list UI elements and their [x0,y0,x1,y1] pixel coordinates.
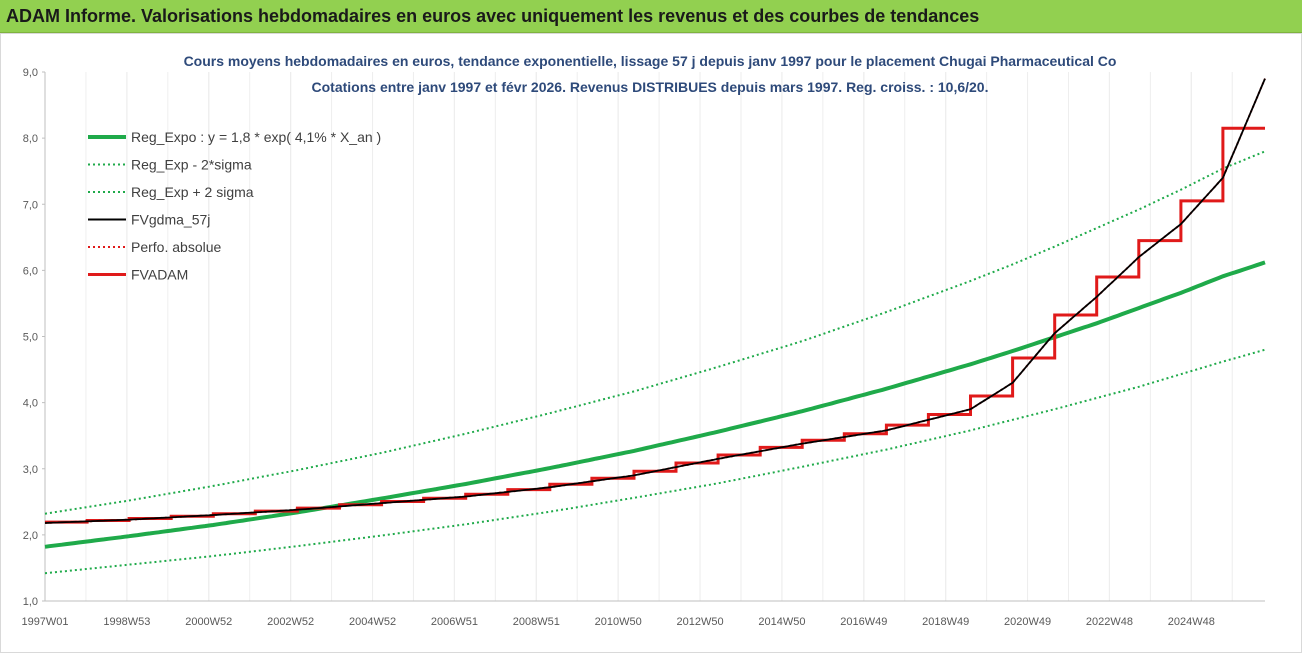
y-tick-label: 4,0 [23,398,38,410]
axes: 1,0 2,0 3,0 4,0 5,0 6,0 7,0 8,0 9,0 1997W01 1998W5… [21,67,1265,628]
legend-label-0: Reg_Expo : y = 1,8 * exp( 4,1% * X_an ) [131,129,381,145]
y-tick-label: 3,0 [23,464,38,476]
x-tick-label: 2022W48 [1086,616,1133,628]
x-tick-label: 1997W01 [21,616,68,628]
series-line-3 [44,78,1266,524]
legend-label-5: FVADAM [131,267,188,283]
x-tick-label: 2020W49 [1004,616,1051,628]
y-tick-label: 7,0 [23,199,38,211]
series-line-2 [44,150,1266,515]
x-tick-label: 2012W50 [676,616,723,628]
series-line-4 [44,78,1266,524]
series-line-1 [44,348,1266,575]
x-tick-label: 2010W50 [595,616,642,628]
y-tick-label: 8,0 [23,133,38,145]
banner-title: ADAM Informe. Valorisations hebdomadaire… [6,6,980,26]
grid [44,72,1233,601]
x-tick-label: 2000W52 [185,616,232,628]
series-line-0 [44,260,1266,549]
x-tick-label: 2018W49 [922,616,969,628]
title-banner: ADAM Informe. Valorisations hebdomadaire… [0,0,1302,33]
chart-title: Cours moyens hebdomadaires en euros, ten… [184,53,1117,69]
legend-label-3: FVgdma_57j [131,212,210,228]
chart-subtitle: Cotations entre janv 1997 et févr 2026. … [312,79,989,95]
y-tick-label: 1,0 [23,596,38,608]
legend-label-4: Perfo. absolue [131,239,221,255]
y-tick-label: 6,0 [23,265,38,277]
legend-label-1: Reg_Exp - 2*sigma [131,157,252,173]
x-tick-label: 2014W50 [758,616,805,628]
legend-label-2: Reg_Exp + 2 sigma [131,184,254,200]
y-tick-label: 9,0 [23,67,38,79]
y-tick-label: 2,0 [23,530,38,542]
series-layer [44,78,1266,575]
x-tick-label: 2006W51 [431,616,478,628]
legend: Reg_Expo : y = 1,8 * exp( 4,1% * X_an ) R… [88,129,381,283]
y-tick-label: 5,0 [23,332,38,344]
x-tick-label: 2002W52 [267,616,314,628]
x-tick-label: 2024W48 [1168,616,1215,628]
x-tick-label: 2016W49 [840,616,887,628]
x-tick-label: 1998W53 [103,616,150,628]
x-tick-label: 2008W51 [513,616,560,628]
x-tick-label: 2004W52 [349,616,396,628]
